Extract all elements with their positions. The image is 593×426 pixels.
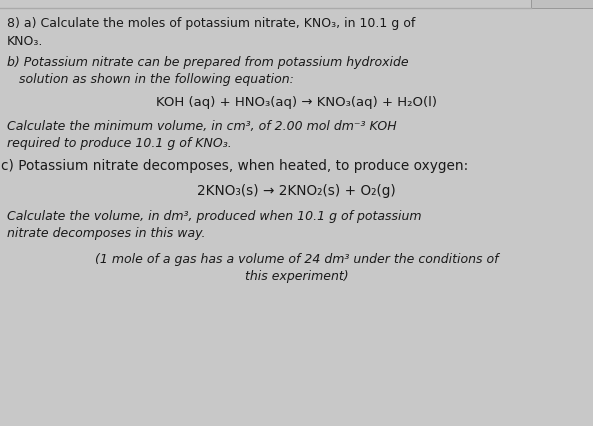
Text: KOH (aq) + HNO₃(aq) → KNO₃(aq) + H₂O(l): KOH (aq) + HNO₃(aq) → KNO₃(aq) + H₂O(l) — [156, 96, 437, 109]
Text: required to produce 10.1 g of KNO₃.: required to produce 10.1 g of KNO₃. — [7, 137, 232, 150]
Text: Calculate the volume, in dm³, produced when 10.1 g of potassium: Calculate the volume, in dm³, produced w… — [7, 210, 422, 222]
Bar — [531, 0, 593, 9]
Text: this experiment): this experiment) — [245, 269, 348, 282]
Text: 8) a) Calculate the moles of potassium nitrate, KNO₃, in 10.1 g of: 8) a) Calculate the moles of potassium n… — [7, 17, 416, 30]
Text: nitrate decomposes in this way.: nitrate decomposes in this way. — [7, 227, 206, 239]
Text: c) Potassium nitrate decomposes, when heated, to produce oxygen:: c) Potassium nitrate decomposes, when he… — [1, 158, 468, 173]
Text: KNO₃.: KNO₃. — [7, 35, 43, 48]
Text: (1 mole of a gas has a volume of 24 dm³ under the conditions of: (1 mole of a gas has a volume of 24 dm³ … — [95, 252, 498, 265]
Text: 2KNO₃(s) → 2KNO₂(s) + O₂(g): 2KNO₃(s) → 2KNO₂(s) + O₂(g) — [197, 184, 396, 198]
Text: b) Potassium nitrate can be prepared from potassium hydroxide: b) Potassium nitrate can be prepared fro… — [7, 56, 409, 69]
Text: Calculate the minimum volume, in cm³, of 2.00 mol dm⁻³ KOH: Calculate the minimum volume, in cm³, of… — [7, 120, 397, 133]
Text: solution as shown in the following equation:: solution as shown in the following equat… — [7, 72, 294, 85]
